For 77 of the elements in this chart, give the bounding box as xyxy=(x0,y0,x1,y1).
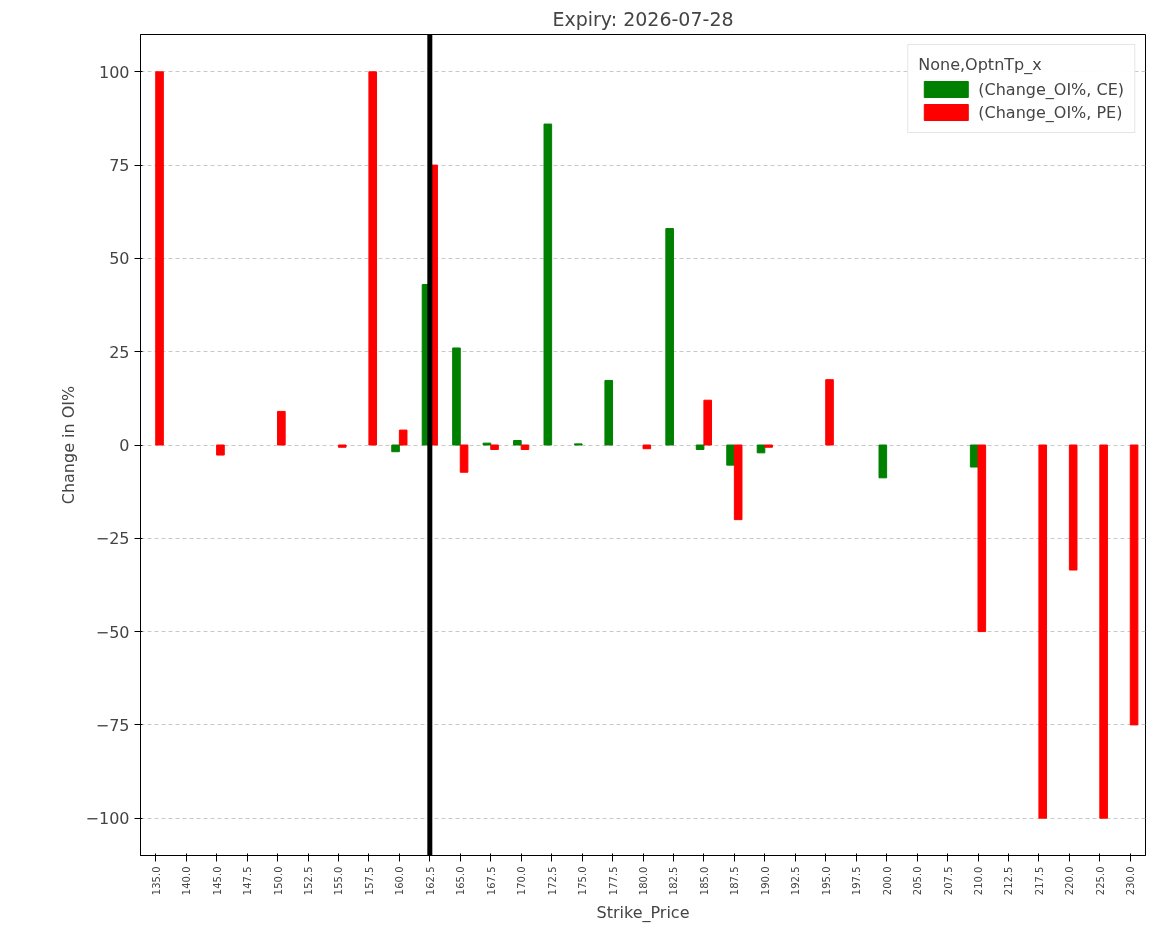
y-tick-label: 0 xyxy=(119,436,130,455)
x-tick-label: 170.0 xyxy=(516,866,528,896)
y-tick-label: 25 xyxy=(109,342,130,362)
x-tick-label: 150.0 xyxy=(272,866,284,896)
y-tick-label: 100 xyxy=(98,62,130,82)
bar xyxy=(733,444,743,521)
bar xyxy=(520,444,530,450)
bar xyxy=(1068,444,1078,571)
x-tick-label: 155.0 xyxy=(333,866,345,896)
x-tick-label: 165.0 xyxy=(455,866,467,896)
x-tick-label: 177.5 xyxy=(607,866,619,896)
y-tick-label: −50 xyxy=(95,622,130,642)
chart-title: Expiry: 2026-07-28 xyxy=(552,7,734,30)
bar xyxy=(337,444,347,448)
bar xyxy=(878,444,888,479)
x-tick-label: 205.0 xyxy=(912,866,924,896)
x-tick-label: 152.5 xyxy=(303,866,314,896)
bar xyxy=(368,71,378,446)
bar xyxy=(825,379,834,446)
legend-title: None,OptnTp_x xyxy=(918,55,1043,74)
bar xyxy=(1129,444,1139,726)
y-axis-title: Change in OI% xyxy=(58,385,78,505)
bar xyxy=(398,429,408,446)
x-tick-label: 192.5 xyxy=(790,866,802,896)
y-tick-label: −25 xyxy=(95,529,130,549)
y-tick-label: −100 xyxy=(85,809,130,829)
bar xyxy=(1099,444,1108,819)
bar xyxy=(703,399,713,446)
x-tick-label: 185.0 xyxy=(698,866,710,896)
bar xyxy=(695,444,705,450)
bar xyxy=(543,123,553,446)
x-tick-label: 210.0 xyxy=(973,866,984,896)
bar xyxy=(665,228,674,446)
x-tick-label: 162.5 xyxy=(424,866,436,896)
x-tick-label: 217.5 xyxy=(1033,866,1045,896)
x-tick-label: 175.0 xyxy=(577,866,589,896)
x-tick-label: 157.5 xyxy=(363,866,375,896)
x-tick-label: 145.0 xyxy=(211,866,223,896)
legend-label: (Change_OI%, CE) xyxy=(978,79,1124,99)
bar xyxy=(277,410,286,446)
x-tick-label: 195.0 xyxy=(820,866,832,896)
x-tick-label: 225.0 xyxy=(1094,866,1106,896)
x-tick-label: 167.5 xyxy=(485,866,497,896)
bar xyxy=(1038,444,1048,819)
bar xyxy=(604,379,614,446)
x-axis-title: Strike_Price xyxy=(596,903,690,924)
x-tick-label: 190.0 xyxy=(759,866,771,896)
bar xyxy=(756,444,766,454)
x-tick-label: 187.5 xyxy=(729,866,741,896)
x-tick-label: 180.0 xyxy=(638,866,649,896)
legend-label: (Change_OI%, PE) xyxy=(978,102,1123,122)
bar xyxy=(977,444,987,633)
x-tick-label: 140.0 xyxy=(181,866,193,896)
x-tick-label: 197.5 xyxy=(851,866,863,896)
y-tick-label: −75 xyxy=(95,715,130,735)
bar xyxy=(391,444,400,453)
bar xyxy=(155,71,164,446)
x-tick-label: 230.0 xyxy=(1125,866,1137,896)
x-tick-label: 172.5 xyxy=(546,866,558,896)
bar xyxy=(726,444,735,466)
bar xyxy=(490,444,499,450)
bar xyxy=(216,444,225,456)
y-tick-label: 50 xyxy=(109,249,130,269)
x-tick-label: 220.0 xyxy=(1064,866,1076,896)
bar xyxy=(513,440,522,446)
x-tick-label: 147.5 xyxy=(242,866,254,896)
x-tick-label: 207.5 xyxy=(942,866,954,896)
x-tick-label: 200.0 xyxy=(881,866,893,896)
y-tick-label: 75 xyxy=(109,156,130,176)
bar xyxy=(642,444,652,450)
x-tick-label: 182.5 xyxy=(668,866,680,896)
x-tick-label: 160.0 xyxy=(394,866,406,896)
bar xyxy=(452,347,461,446)
bar xyxy=(459,444,469,473)
x-tick-label: 212.5 xyxy=(1003,866,1015,896)
bar xyxy=(764,444,773,448)
x-tick-label: 135.0 xyxy=(150,866,162,896)
